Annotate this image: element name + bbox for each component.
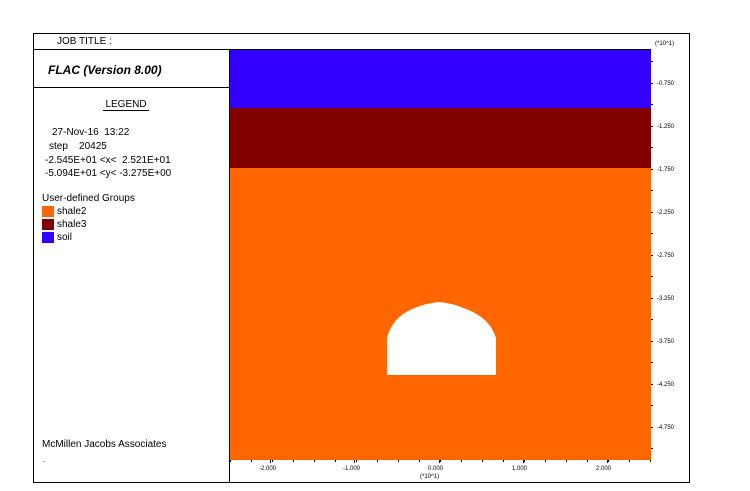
x-minor-tick bbox=[608, 460, 609, 462]
x-minor-tick bbox=[251, 460, 252, 462]
x-minor-tick bbox=[419, 460, 420, 462]
x-tick-mark bbox=[354, 460, 355, 463]
y-tick-label: -2.750 bbox=[657, 253, 675, 259]
y-minor-tick bbox=[651, 427, 653, 428]
x-minor-tick bbox=[650, 460, 651, 462]
x-minor-tick bbox=[503, 460, 504, 462]
shale2-swatch bbox=[42, 206, 54, 217]
x-tick-mark bbox=[607, 460, 608, 463]
y-minor-tick bbox=[651, 61, 653, 62]
x-minor-tick bbox=[314, 460, 315, 462]
y-minor-tick bbox=[651, 104, 653, 105]
x-minor-tick bbox=[398, 460, 399, 462]
y-minor-tick bbox=[651, 319, 653, 320]
x-range: -2.545E+01 <x< 2.521E+01 bbox=[45, 155, 171, 166]
group-label: shale2 bbox=[57, 206, 87, 217]
y-minor-tick bbox=[651, 190, 653, 191]
y-minor-tick bbox=[651, 212, 653, 213]
y-tick-label: -4.750 bbox=[657, 425, 675, 431]
x-minor-tick bbox=[440, 460, 441, 462]
job-title-label: JOB TITLE : bbox=[57, 36, 112, 47]
tunnel-svg bbox=[387, 302, 496, 375]
shale3-swatch bbox=[42, 219, 54, 230]
soil-swatch bbox=[42, 232, 54, 243]
y-minor-tick bbox=[651, 298, 653, 299]
x-minor-tick bbox=[566, 460, 567, 462]
x-minor-tick bbox=[524, 460, 525, 462]
x-minor-tick bbox=[356, 460, 357, 462]
y-range: -5.094E+01 <y< -3.275E+00 bbox=[45, 168, 172, 179]
x-minor-tick bbox=[482, 460, 483, 462]
y-tick-label: -1.250 bbox=[657, 124, 675, 130]
group-label: soil bbox=[57, 232, 73, 243]
y-axis-multiplier: (*10^1) bbox=[655, 41, 675, 47]
y-tick-label: -3.750 bbox=[657, 339, 675, 345]
x-tick-label: 1.000 bbox=[512, 466, 528, 472]
y-minor-tick bbox=[651, 362, 653, 363]
x-axis: -2.000 -1.000 0.000 1.000 2.000 (*10^1) bbox=[230, 460, 651, 483]
y-minor-tick bbox=[651, 448, 653, 449]
version-label: FLAC (Version 8.00) bbox=[48, 63, 162, 77]
y-minor-tick bbox=[651, 126, 653, 127]
y-minor-tick bbox=[651, 255, 653, 256]
group-item-shale3: shale3 bbox=[42, 219, 86, 231]
legend-panel: FLAC (Version 8.00) LEGEND 27-Nov-16 13:… bbox=[33, 50, 230, 483]
y-minor-tick bbox=[651, 276, 653, 277]
x-minor-tick bbox=[272, 460, 273, 462]
tunnel-opening bbox=[387, 302, 496, 375]
model-plot bbox=[230, 50, 651, 460]
shale3-layer bbox=[230, 108, 651, 168]
date-time: 27-Nov-16 13:22 bbox=[52, 127, 130, 138]
y-minor-tick bbox=[651, 384, 653, 385]
x-minor-tick bbox=[293, 460, 294, 462]
x-tick-label: -1.000 bbox=[343, 466, 361, 472]
x-tick-mark bbox=[439, 460, 440, 463]
legend-title: LEGEND bbox=[33, 99, 219, 111]
group-label: shale3 bbox=[57, 219, 87, 230]
y-minor-tick bbox=[651, 169, 653, 170]
x-tick-label: 2.000 bbox=[596, 466, 612, 472]
company-name: McMillen Jacobs Associates bbox=[42, 439, 167, 450]
y-minor-tick bbox=[651, 233, 653, 234]
x-minor-tick bbox=[230, 460, 231, 462]
legend-title-text: LEGEND bbox=[103, 99, 149, 111]
x-tick-mark bbox=[523, 460, 524, 463]
x-minor-tick bbox=[377, 460, 378, 462]
y-tick-label: -1.750 bbox=[657, 167, 675, 173]
footer-dot: . bbox=[43, 455, 46, 464]
x-tick-label: 0.000 bbox=[428, 466, 444, 472]
plot-frame bbox=[33, 33, 690, 483]
panel-divider bbox=[33, 87, 229, 88]
group-item-shale2: shale2 bbox=[42, 206, 86, 218]
group-item-soil: soil bbox=[42, 232, 72, 244]
y-tick-label: -3.250 bbox=[657, 296, 675, 302]
y-minor-tick bbox=[651, 147, 653, 148]
x-tick-label: -2.000 bbox=[259, 466, 277, 472]
y-tick-label: -4.250 bbox=[657, 382, 675, 388]
y-minor-tick bbox=[651, 405, 653, 406]
y-minor-tick bbox=[651, 83, 653, 84]
y-tick-label: -2.250 bbox=[657, 210, 675, 216]
x-axis-multiplier: (*10^1) bbox=[420, 474, 440, 480]
groups-title: User-defined Groups bbox=[42, 193, 135, 204]
y-minor-tick bbox=[651, 341, 653, 342]
job-title-bar: JOB TITLE : bbox=[33, 33, 651, 50]
x-minor-tick bbox=[587, 460, 588, 462]
x-tick-mark bbox=[270, 460, 271, 463]
x-minor-tick bbox=[335, 460, 336, 462]
y-tick-label: -0.750 bbox=[657, 81, 675, 87]
x-minor-tick bbox=[629, 460, 630, 462]
soil-layer bbox=[230, 50, 651, 108]
y-axis: (*10^1) -0.750 -1.250 -1.750 -2.250 -2.750 -3.… bbox=[651, 33, 690, 483]
x-minor-tick bbox=[545, 460, 546, 462]
x-minor-tick bbox=[461, 460, 462, 462]
step-label: step 20425 bbox=[49, 141, 107, 152]
